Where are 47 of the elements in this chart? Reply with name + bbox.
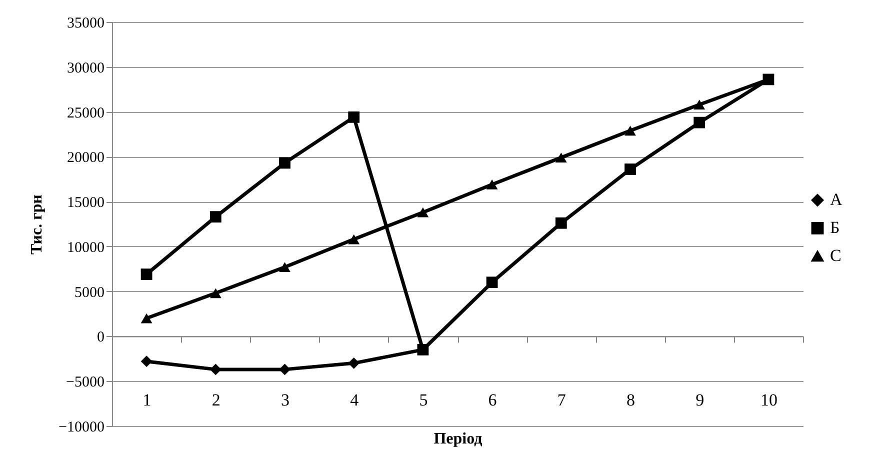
y-tick-label: 5000	[74, 284, 104, 301]
point	[694, 116, 706, 128]
point	[210, 211, 222, 223]
legend-label: Б	[830, 218, 840, 238]
x-tick-label: 1	[142, 390, 152, 410]
legend-label: А	[830, 190, 843, 210]
point	[210, 364, 222, 376]
point	[486, 276, 498, 288]
y-tick-label: 30000	[67, 60, 104, 76]
x-tick-label: 8	[626, 390, 635, 410]
point	[555, 152, 567, 162]
y-tick-label: −5000	[66, 374, 104, 391]
y-tick-label: 15000	[67, 195, 104, 212]
point	[417, 344, 429, 356]
x-tick-label: 4	[350, 390, 360, 410]
legend-label: С	[830, 246, 842, 266]
point	[555, 217, 567, 229]
point	[624, 126, 636, 136]
x-tick-label: 10	[760, 390, 778, 410]
point	[279, 157, 290, 169]
x-tick-label: 7	[557, 390, 566, 410]
x-tick-label: 5	[419, 390, 428, 410]
y-tick-label: −10000	[58, 420, 104, 436]
x-tick-label: 3	[281, 390, 290, 410]
point	[624, 164, 636, 175]
point	[279, 262, 290, 272]
point	[417, 207, 429, 218]
x-tick-label: 9	[696, 390, 704, 410]
point	[140, 356, 152, 368]
y-tick-label: 0	[97, 330, 104, 346]
x-tick-label: 6	[488, 390, 497, 410]
point	[140, 313, 152, 324]
x-tick-label: 2	[212, 390, 220, 410]
y-axis-title: Тис. грн	[28, 194, 46, 254]
y-tick-label: 10000	[67, 240, 104, 256]
point	[348, 234, 360, 244]
point	[486, 180, 498, 190]
x-axis-title: Період	[434, 430, 482, 448]
y-tick-label: 35000	[67, 16, 104, 32]
point	[210, 288, 222, 298]
y-tick-label: 20000	[67, 150, 104, 166]
point	[694, 100, 706, 110]
point	[348, 357, 360, 369]
point	[279, 364, 290, 376]
y-tick-label: 25000	[67, 105, 104, 122]
point	[348, 111, 360, 123]
point	[140, 268, 152, 280]
